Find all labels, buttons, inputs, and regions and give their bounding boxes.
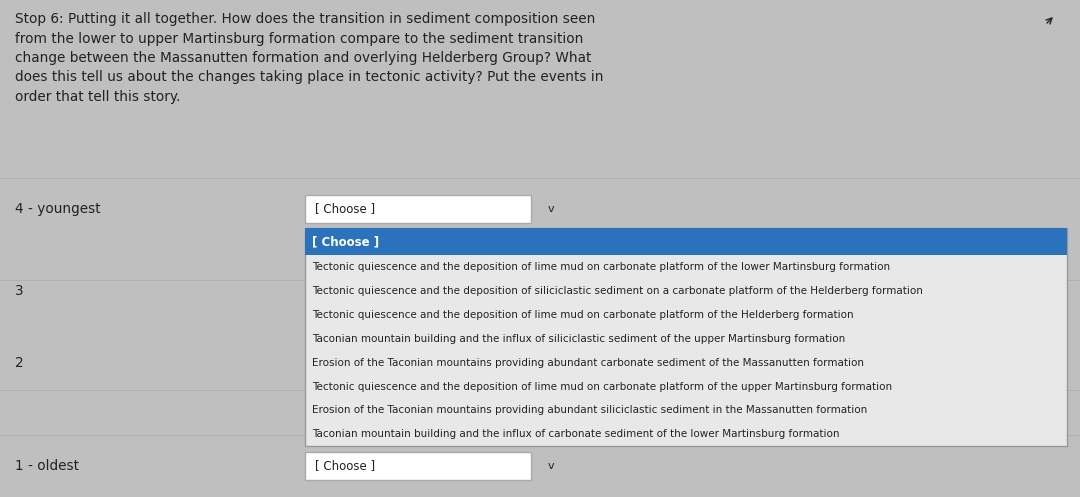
Bar	[305, 228, 1067, 446]
Text: 1 - oldest: 1 - oldest	[15, 459, 79, 473]
Text: 2: 2	[15, 356, 24, 370]
Text: Erosion of the Taconian mountains providing abundant carbonate sediment of the M: Erosion of the Taconian mountains provid…	[312, 358, 864, 368]
Text: Erosion of the Taconian mountains providing abundant siliciclastic sediment in t: Erosion of the Taconian mountains provid…	[312, 406, 867, 415]
Text: v: v	[548, 204, 554, 214]
Text: Tectonic quiescence and the deposition of lime mud on carbonate platform of the : Tectonic quiescence and the deposition o…	[312, 262, 890, 272]
Text: Taconian mountain building and the influx of carbonate sediment of the lower Mar: Taconian mountain building and the influ…	[312, 429, 839, 439]
Text: [ Choose ]: [ Choose ]	[315, 460, 376, 473]
Text: Taconian mountain building and the influx of siliciclastic sediment of the upper: Taconian mountain building and the influ…	[312, 334, 846, 344]
Text: Stop 6: Putting it all together. How does the transition in sediment composition: Stop 6: Putting it all together. How doe…	[15, 12, 604, 104]
Bar	[305, 452, 531, 481]
Text: v: v	[548, 461, 554, 471]
Text: Tectonic quiescence and the deposition of lime mud on carbonate platform of the : Tectonic quiescence and the deposition o…	[312, 382, 892, 392]
Bar	[305, 195, 531, 224]
Text: 4 - youngest: 4 - youngest	[15, 202, 100, 216]
Text: [ Choose ]: [ Choose ]	[315, 202, 376, 216]
Text: 3: 3	[15, 284, 24, 298]
Bar	[305, 228, 1067, 255]
Text: [ Choose ]: [ Choose ]	[312, 235, 379, 248]
Text: Tectonic quiescence and the deposition of lime mud on carbonate platform of the : Tectonic quiescence and the deposition o…	[312, 310, 854, 320]
Text: Tectonic quiescence and the deposition of siliciclastic sediment on a carbonate : Tectonic quiescence and the deposition o…	[312, 286, 923, 296]
